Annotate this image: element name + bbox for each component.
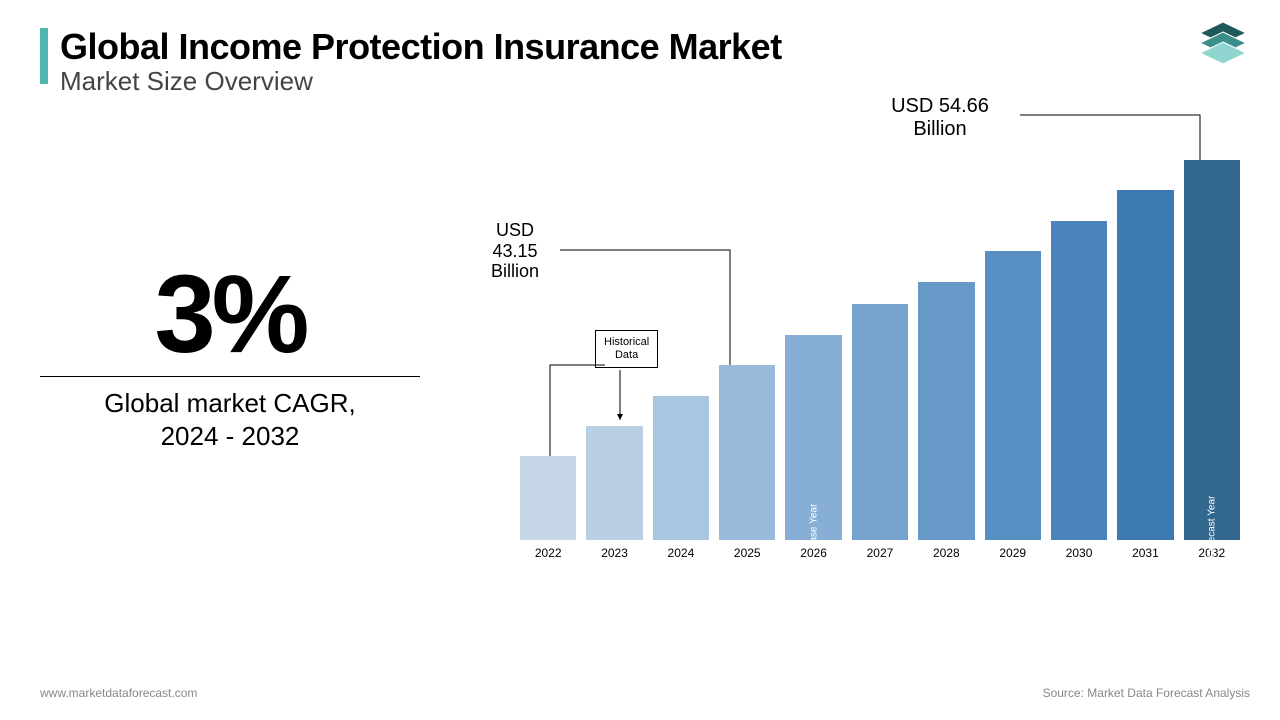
cagr-value: 3% <box>40 260 420 370</box>
bar <box>985 251 1041 540</box>
footer-source: Source: Market Data Forecast Analysis <box>1043 686 1250 700</box>
cagr-label-line2: 2024 - 2032 <box>40 420 420 453</box>
bar-col: 2031 <box>1117 190 1173 560</box>
bar-vertical-label: Base Year <box>808 504 819 550</box>
title-block: Global Income Protection Insurance Marke… <box>40 28 782 97</box>
bar: Forecast Year <box>1184 160 1240 540</box>
brand-logo <box>1196 22 1250 79</box>
bar-col: 2028 <box>918 282 974 560</box>
bar <box>653 396 709 540</box>
cagr-rule <box>40 376 420 377</box>
bar-year-label: 2029 <box>999 546 1026 560</box>
bar-col: 2023 <box>586 426 642 560</box>
bar-year-label: 2024 <box>668 546 695 560</box>
callout-high-line1: USD 54.66 <box>860 95 1020 118</box>
bar-vertical-label: Forecast Year <box>1206 496 1217 558</box>
bar <box>520 456 576 540</box>
bar-col: 2030 <box>1051 221 1107 560</box>
bar-col: Forecast Year2032 <box>1184 160 1240 560</box>
bar <box>586 426 642 540</box>
bars-container: 2022 2023 2024 2025 Base Year2026 2027 2028 202… <box>520 180 1240 560</box>
page-root: Global Income Protection Insurance Marke… <box>0 0 1280 720</box>
page-title: Global Income Protection Insurance Marke… <box>60 28 782 66</box>
bar-chart: USD 54.66 Billion USD 43.15 Billion Hist… <box>520 180 1240 600</box>
bar-col: Base Year2026 <box>785 335 841 560</box>
bar <box>719 365 775 540</box>
bar-year-label: 2030 <box>1066 546 1093 560</box>
page-subtitle: Market Size Overview <box>60 66 782 97</box>
cagr-label-line1: Global market CAGR, <box>40 387 420 420</box>
bar-year-label: 2023 <box>601 546 628 560</box>
bar-year-label: 2027 <box>867 546 894 560</box>
bar-year-label: 2025 <box>734 546 761 560</box>
bar <box>1051 221 1107 540</box>
footer-url: www.marketdataforecast.com <box>40 686 197 700</box>
callout-high: USD 54.66 Billion <box>860 95 1020 141</box>
bar <box>1117 190 1173 540</box>
bar: Base Year <box>785 335 841 540</box>
cagr-block: 3% Global market CAGR, 2024 - 2032 <box>40 260 420 452</box>
accent-bar <box>40 28 48 84</box>
callout-high-line2: Billion <box>860 118 1020 141</box>
bar-col: 2022 <box>520 456 576 560</box>
bar <box>918 282 974 540</box>
bar <box>852 304 908 540</box>
stack-icon <box>1196 22 1250 74</box>
bar-year-label: 2031 <box>1132 546 1159 560</box>
bar-col: 2029 <box>985 251 1041 560</box>
bar-col: 2024 <box>653 396 709 560</box>
bar-col: 2025 <box>719 365 775 560</box>
bar-year-label: 2028 <box>933 546 960 560</box>
bar-year-label: 2022 <box>535 546 562 560</box>
bar-col: 2027 <box>852 304 908 560</box>
title-text: Global Income Protection Insurance Marke… <box>60 28 782 97</box>
